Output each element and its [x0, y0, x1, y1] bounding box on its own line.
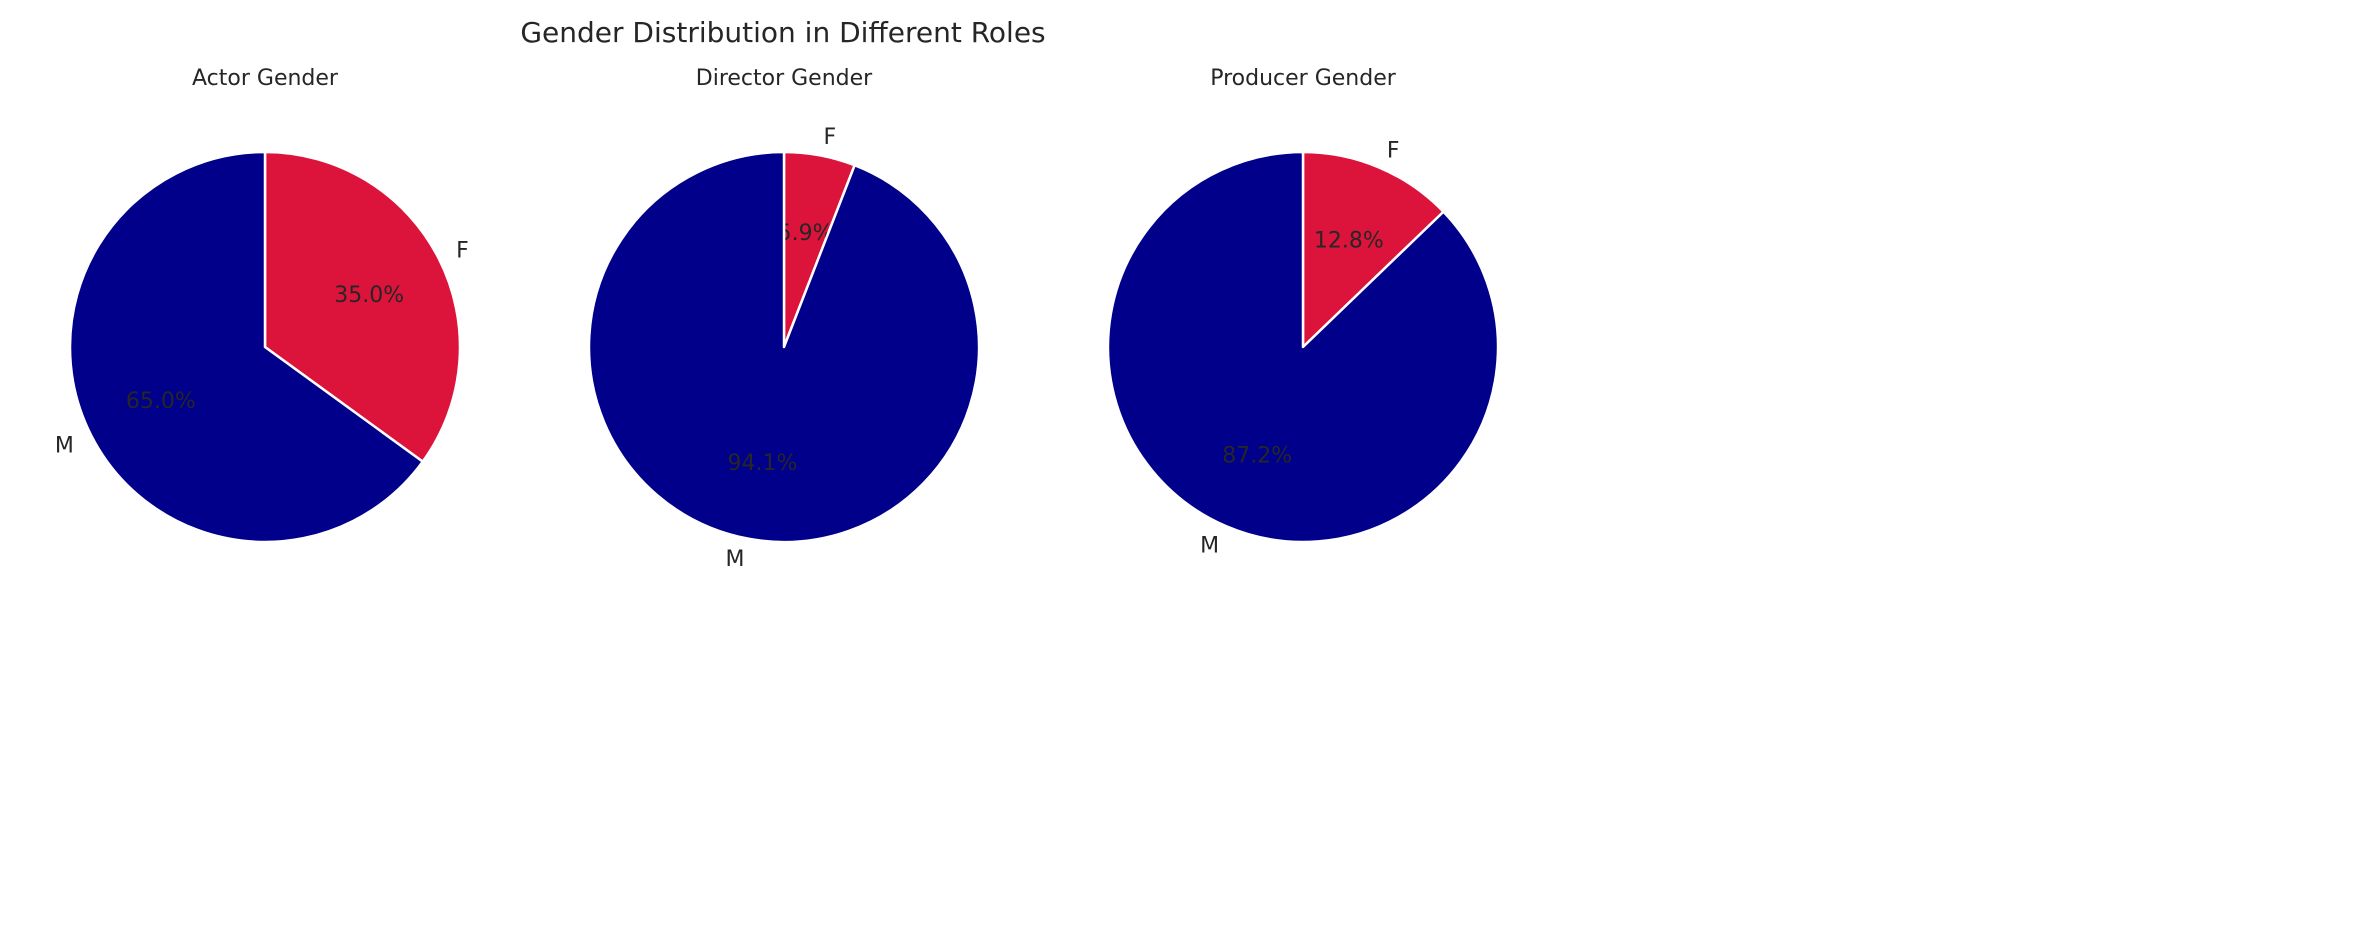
pie-charts-figure: Gender Distribution in Different Roles 3…	[55, 16, 1500, 572]
slice-label-m: M	[1200, 533, 1219, 558]
chart-title: Director Gender	[696, 66, 873, 91]
pie-slice-m	[587, 150, 981, 544]
slice-label-f: F	[824, 125, 837, 150]
chart-title: Producer Gender	[1210, 66, 1397, 91]
slice-label-f: F	[1387, 139, 1400, 164]
figure-title: Gender Distribution in Different Roles	[520, 16, 1045, 49]
pct-label-m: 87.2%	[1222, 444, 1292, 469]
pct-label-m: 65.0%	[126, 389, 196, 414]
pie-chart-producer: 12.8% F 87.2% M Producer Gender	[1106, 66, 1500, 558]
chart-title: Actor Gender	[192, 66, 339, 91]
slice-label-f: F	[456, 239, 469, 264]
slice-label-m: M	[55, 433, 74, 458]
pie-slice-m	[1106, 150, 1500, 544]
pie-slice-f	[263, 150, 462, 463]
pie-chart-actor: 35.0% F 65.0% M Actor Gender	[55, 66, 469, 544]
slice-label-m: M	[726, 547, 745, 572]
pct-label-f: 35.0%	[334, 283, 404, 308]
pct-label-f: 12.8%	[1314, 228, 1384, 253]
pie-slice-f	[1301, 150, 1445, 349]
pct-label-m: 94.1%	[727, 451, 797, 476]
pie-slice-m	[68, 150, 425, 544]
